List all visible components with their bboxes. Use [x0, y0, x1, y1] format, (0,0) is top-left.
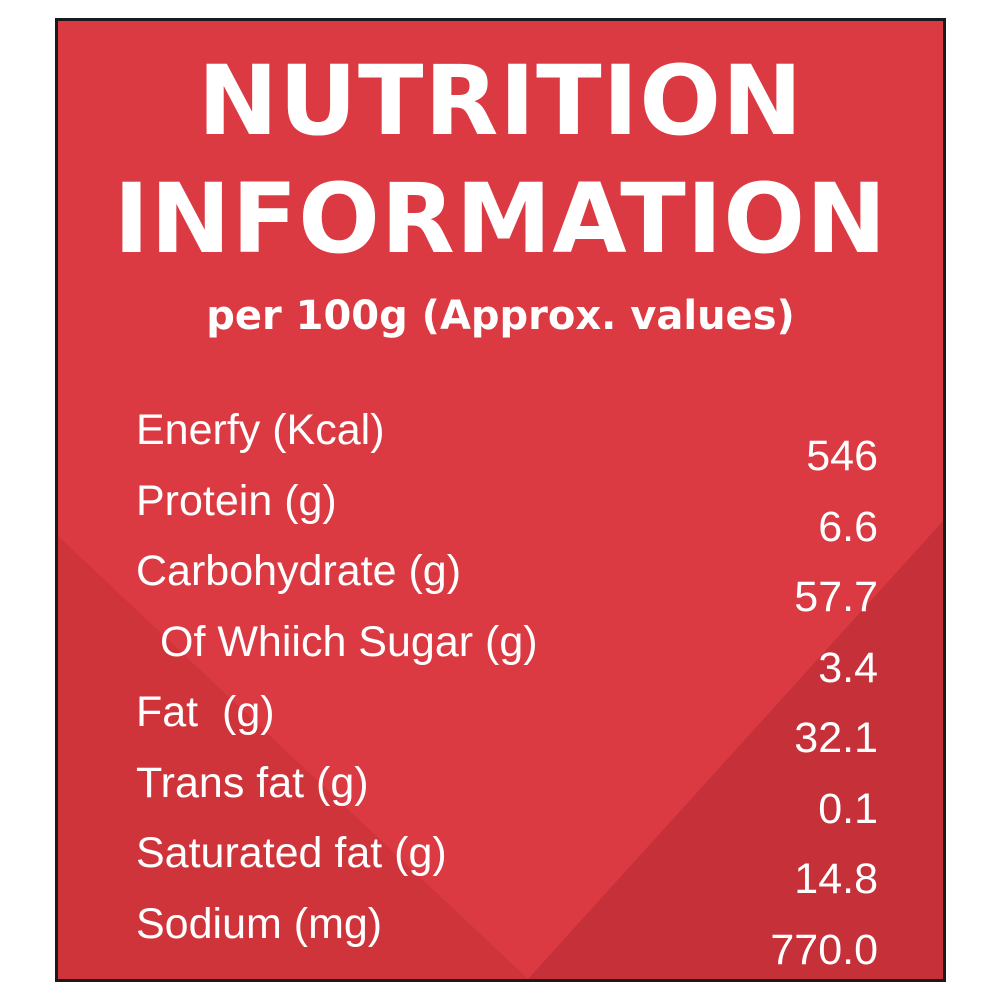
- nutrition-row-carbohydrate: Carbohydrate (g) 57.7: [136, 547, 878, 621]
- nutrition-row-sugar: Of Whiich Sugar (g) 3.4: [136, 617, 878, 692]
- nutrition-row-energy: Enerfy (Kcal) 546: [136, 406, 878, 480]
- row-value: 57.7: [794, 573, 878, 621]
- nutrition-panel: NUTRITION INFORMATION per 100g (Approx. …: [55, 18, 946, 982]
- row-value: 546: [806, 432, 878, 480]
- row-value: 0.1: [818, 784, 878, 833]
- row-label: Carbohydrate (g): [136, 547, 462, 595]
- row-label: Of Whiich Sugar (g): [160, 617, 538, 666]
- row-label: Sodium (mg): [136, 899, 383, 948]
- row-value: 32.1: [794, 714, 878, 762]
- nutrition-table: Enerfy (Kcal) 546 Protein (g) 6.6 Carboh…: [136, 406, 878, 974]
- row-label: Saturated fat (g): [136, 829, 447, 877]
- nutrition-row-protein: Protein (g) 6.6: [136, 476, 878, 551]
- row-value: 14.8: [794, 855, 878, 903]
- row-value: 6.6: [818, 502, 878, 551]
- row-label: Enerfy (Kcal): [136, 406, 385, 454]
- background-shading: [58, 521, 943, 979]
- title-line-1: NUTRITION: [197, 45, 804, 157]
- nutrition-row-fat: Fat (g) 32.1: [136, 688, 878, 762]
- title-line-2: INFORMATION: [113, 163, 888, 275]
- row-value: 3.4: [818, 643, 878, 692]
- nutrition-row-trans-fat: Trans fat (g) 0.1: [136, 758, 878, 833]
- subtitle: per 100g (Approx. values): [206, 293, 795, 339]
- row-value: 770.0: [770, 925, 878, 974]
- nutrition-row-sodium: Sodium (mg) 770.0: [136, 899, 878, 974]
- row-label: Fat (g): [136, 688, 275, 736]
- row-label: Protein (g): [136, 476, 337, 525]
- nutrition-row-saturated-fat: Saturated fat (g) 14.8: [136, 829, 878, 903]
- row-label: Trans fat (g): [136, 758, 369, 807]
